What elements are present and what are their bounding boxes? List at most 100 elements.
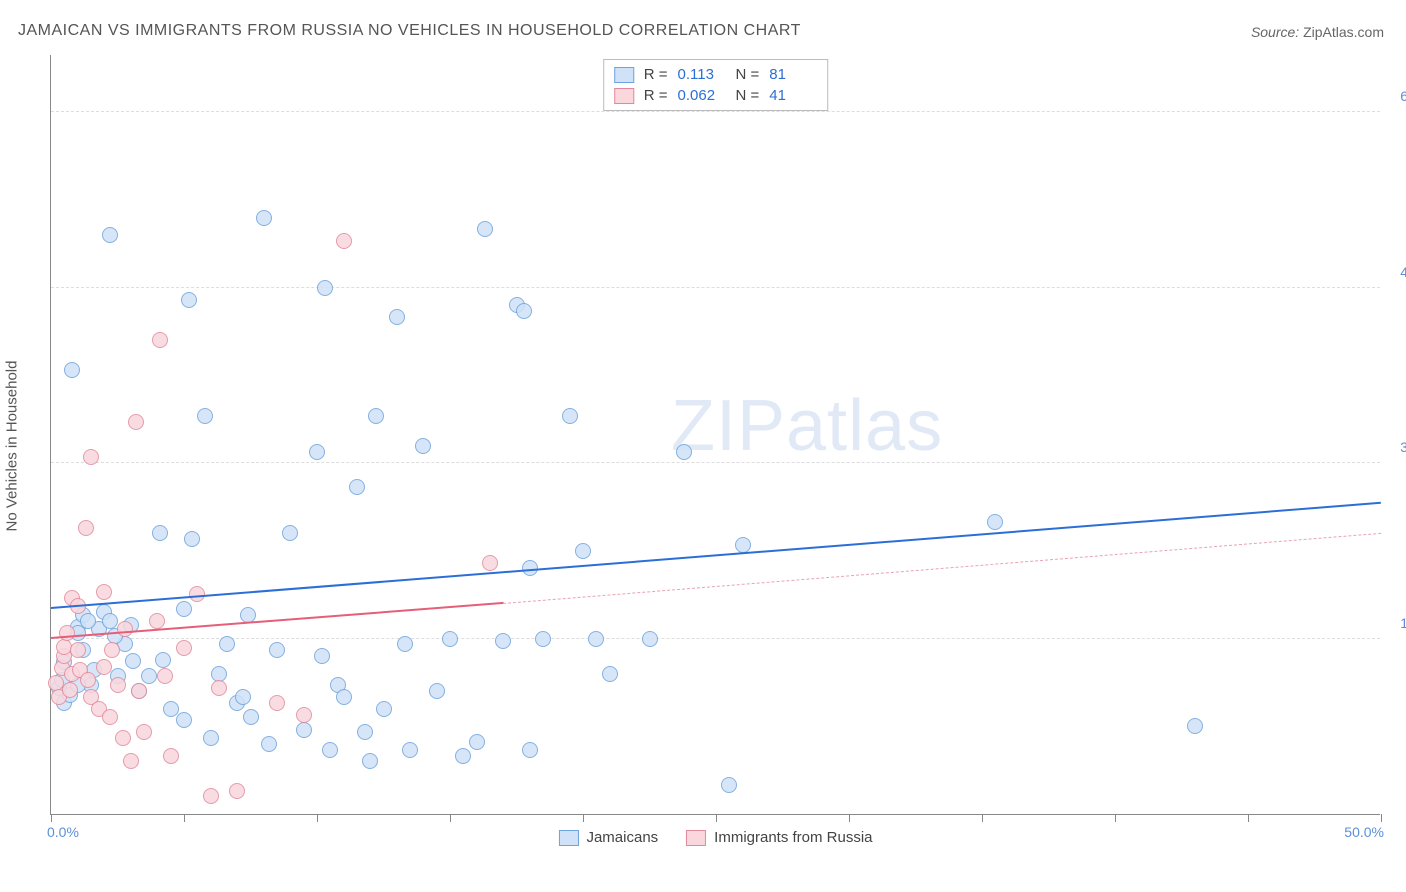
data-point	[117, 621, 133, 637]
data-point	[110, 677, 126, 693]
x-tick	[51, 814, 52, 822]
x-label-min: 0.0%	[47, 824, 79, 840]
data-point	[389, 309, 405, 325]
data-point	[149, 613, 165, 629]
data-point	[349, 479, 365, 495]
data-point	[362, 753, 378, 769]
data-point	[575, 543, 591, 559]
legend-label-russia: Immigrants from Russia	[714, 829, 872, 846]
data-point	[163, 701, 179, 717]
data-point	[176, 712, 192, 728]
data-point	[309, 444, 325, 460]
gridline	[51, 462, 1380, 463]
data-point	[125, 653, 141, 669]
n-label-0: N =	[736, 66, 760, 83]
data-point	[229, 783, 245, 799]
data-point	[62, 682, 78, 698]
gridline	[51, 287, 1380, 288]
data-point	[469, 734, 485, 750]
scatter-plot: ZIPatlas R = 0.113 N = 81 R = 0.062 N = …	[50, 55, 1380, 815]
data-point	[197, 408, 213, 424]
data-point	[176, 640, 192, 656]
data-point	[83, 449, 99, 465]
data-point	[322, 742, 338, 758]
legend: Jamaicans Immigrants from Russia	[558, 829, 872, 846]
legend-swatch-russia	[686, 830, 706, 846]
data-point	[102, 613, 118, 629]
legend-item-jamaicans: Jamaicans	[558, 829, 658, 846]
watermark-atlas: atlas	[786, 386, 943, 466]
data-point	[211, 680, 227, 696]
data-point	[397, 636, 413, 652]
data-point	[642, 631, 658, 647]
y-axis-title: No Vehicles in Household	[4, 361, 21, 532]
data-point	[256, 210, 272, 226]
data-point	[987, 514, 1003, 530]
data-point	[415, 438, 431, 454]
x-tick	[1248, 814, 1249, 822]
trend-line	[51, 502, 1381, 609]
data-point	[163, 748, 179, 764]
x-tick	[849, 814, 850, 822]
data-point	[602, 666, 618, 682]
x-tick	[450, 814, 451, 822]
r-value-1: 0.062	[678, 87, 726, 104]
data-point	[78, 520, 94, 536]
data-point	[115, 730, 131, 746]
x-tick	[982, 814, 983, 822]
n-label-1: N =	[736, 87, 760, 104]
data-point	[477, 221, 493, 237]
data-point	[141, 668, 157, 684]
data-point	[368, 408, 384, 424]
data-point	[676, 444, 692, 460]
data-point	[70, 642, 86, 658]
n-value-1: 41	[769, 87, 817, 104]
swatch-russia	[614, 88, 634, 104]
data-point	[243, 709, 259, 725]
data-point	[516, 303, 532, 319]
data-point	[296, 707, 312, 723]
x-tick	[1115, 814, 1116, 822]
source-value: ZipAtlas.com	[1303, 24, 1384, 40]
data-point	[219, 636, 235, 652]
source-label: Source:	[1251, 24, 1299, 40]
data-point	[562, 408, 578, 424]
data-point	[152, 525, 168, 541]
watermark: ZIPatlas	[671, 385, 943, 467]
x-tick	[1381, 814, 1382, 822]
data-point	[588, 631, 604, 647]
data-point	[96, 659, 112, 675]
x-label-max: 50.0%	[1344, 824, 1384, 840]
data-point	[429, 683, 445, 699]
y-tick-label: 60.0%	[1400, 88, 1406, 104]
data-point	[282, 525, 298, 541]
data-point	[296, 722, 312, 738]
data-point	[735, 537, 751, 553]
data-point	[376, 701, 392, 717]
stats-box: R = 0.113 N = 81 R = 0.062 N = 41	[603, 59, 829, 111]
legend-item-russia: Immigrants from Russia	[686, 829, 872, 846]
data-point	[104, 642, 120, 658]
trend-line	[503, 532, 1381, 603]
data-point	[317, 280, 333, 296]
data-point	[203, 788, 219, 804]
data-point	[102, 227, 118, 243]
data-point	[482, 555, 498, 571]
data-point	[203, 730, 219, 746]
data-point	[184, 531, 200, 547]
data-point	[155, 652, 171, 668]
r-value-0: 0.113	[678, 66, 726, 83]
data-point	[495, 633, 511, 649]
chart-title: JAMAICAN VS IMMIGRANTS FROM RUSSIA NO VE…	[18, 22, 801, 40]
data-point	[157, 668, 173, 684]
data-point	[402, 742, 418, 758]
data-point	[261, 736, 277, 752]
gridline	[51, 111, 1380, 112]
stats-row-russia: R = 0.062 N = 41	[614, 85, 818, 106]
legend-label-jamaicans: Jamaicans	[586, 829, 658, 846]
data-point	[59, 625, 75, 641]
gridline	[51, 638, 1380, 639]
data-point	[269, 642, 285, 658]
data-point	[269, 695, 285, 711]
data-point	[442, 631, 458, 647]
